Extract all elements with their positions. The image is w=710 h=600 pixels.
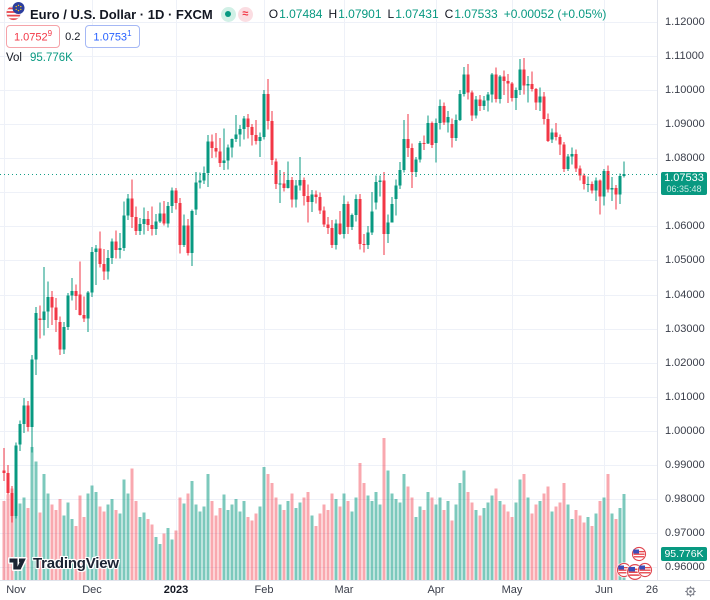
last-price-badge: 1.07533 06:35:48 <box>661 172 707 195</box>
price-tick-label: 0.99000 <box>665 459 705 471</box>
price-tick-label: 1.04000 <box>665 289 705 301</box>
time-tick-label: Nov <box>6 584 26 596</box>
time-tick-label: Mar <box>334 584 354 596</box>
volume-label: Vol <box>6 52 22 64</box>
sell-bid-button[interactable]: 1.07529 <box>6 25 61 48</box>
price-tick-label: 1.05000 <box>665 254 705 266</box>
tradingview-logo[interactable]: TradingView <box>7 553 119 574</box>
price-tick-label: 1.00000 <box>665 425 705 437</box>
price-tick-label: 1.06000 <box>665 220 705 232</box>
price-tick-label: 0.97000 <box>665 527 705 539</box>
price-tick-label: 1.02000 <box>665 357 705 369</box>
high-label: H <box>328 7 338 21</box>
close-value: 1.07533 <box>454 7 498 21</box>
time-tick-label: Apr <box>427 584 445 596</box>
us-flag-icon[interactable] <box>637 562 653 583</box>
volume-histogram <box>2 438 626 580</box>
volume-axis-badge: 95.776K <box>661 547 707 561</box>
symbol-title[interactable]: Euro / U.S. Dollar · 1D · FXCM <box>30 6 213 22</box>
time-tick-label: Feb <box>254 584 274 596</box>
price-tick-label: 1.09000 <box>665 118 705 130</box>
time-tick-label: Jun <box>595 584 613 596</box>
time-tick-label: 26 <box>645 584 659 596</box>
price-axis[interactable]: 1.07533 06:35:48 95.776K 1.12000 1.11000 1… <box>657 0 710 580</box>
delayed-data-icon[interactable]: ≈ <box>237 6 253 22</box>
price-tick-label: 0.98000 <box>665 493 705 505</box>
price-tick-label: 1.01000 <box>665 391 705 403</box>
low-label: L <box>387 7 395 21</box>
candlestick-series <box>2 57 626 523</box>
low-value: 1.07431 <box>395 7 439 21</box>
price-tick-label: 1.08000 <box>665 152 705 164</box>
volume-value: 95.776K <box>30 52 73 64</box>
chart-legend: Euro / U.S. Dollar · 1D · FXCM ≈ O 1.0748… <box>6 2 607 66</box>
price-tick-label: 1.11000 <box>665 50 704 62</box>
price-tick-label: 1.03000 <box>665 323 705 335</box>
close-label: C <box>444 7 454 21</box>
bar-countdown: 06:35:48 <box>666 184 702 194</box>
market-open-status-icon[interactable] <box>220 6 236 22</box>
open-value: 1.07484 <box>279 7 323 21</box>
price-tick-label: 0.96000 <box>665 561 705 573</box>
high-value: 1.07901 <box>338 7 382 21</box>
tradingview-logo-text: TradingView <box>33 555 119 572</box>
price-tick-label: 1.12000 <box>665 16 705 28</box>
time-tick-label: 2023 <box>163 584 189 596</box>
price-tick-label: 1.10000 <box>665 84 705 96</box>
tradingview-glyph-icon <box>8 557 28 571</box>
time-tick-label: Dec <box>82 584 102 596</box>
ohlc-readout: O 1.07484 H 1.07901 L 1.07431 C 1.07533 +0.0… <box>263 7 607 21</box>
time-axis[interactable]: Nov Dec 2023 Feb Mar Apr May Jun 26 <box>0 580 710 600</box>
volume-legend: Vol 95.776K <box>6 50 606 66</box>
grid-lines <box>0 0 657 580</box>
buy-ask-button[interactable]: 1.07531 <box>85 25 140 48</box>
axis-settings-icon[interactable] <box>684 585 697 598</box>
open-label: O <box>268 7 279 21</box>
us-flag-icon[interactable] <box>631 546 647 567</box>
symbol-pair-icon <box>6 2 25 26</box>
spread-value: 0.2 <box>65 30 81 43</box>
change-value: +0.00052 (+0.05%) <box>503 7 607 21</box>
time-tick-label: May <box>501 584 523 596</box>
last-price-value: 1.07533 <box>664 172 704 184</box>
